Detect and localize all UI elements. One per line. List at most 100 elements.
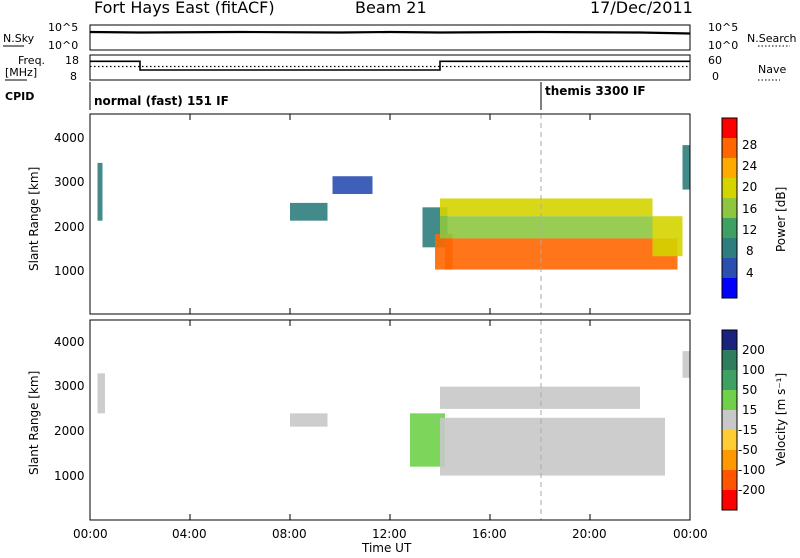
power-cell xyxy=(445,238,678,270)
velocity-colorbar-label: Velocity [m s⁻¹] xyxy=(774,373,788,466)
power-cbar-tick-20: 20 xyxy=(742,180,757,194)
power-ytick-4000: 4000 xyxy=(54,131,85,145)
velocity-cell xyxy=(290,413,328,427)
nsky-series-line xyxy=(89,30,691,35)
velocity-colorbar-segment xyxy=(722,390,737,411)
velocity-cbar-tick-neg15: -15 xyxy=(738,423,758,437)
power-colorbar xyxy=(722,118,737,299)
power-colorbar-segment xyxy=(722,218,737,239)
xtick-2000: 20:00 xyxy=(572,527,607,541)
power-cbar-tick-28: 28 xyxy=(742,138,757,152)
cpid-label: CPID xyxy=(5,90,34,103)
freq-label: Freq. xyxy=(18,54,45,67)
xtick-0800: 08:00 xyxy=(272,527,307,541)
velocity-heatmap xyxy=(97,351,690,476)
summary-left-tick-top: 10^5 xyxy=(48,21,78,34)
velocity-panel: Slant Range [km] 4000 3000 2000 1000 200… xyxy=(27,319,788,521)
velocity-cbar-tick-50: 50 xyxy=(742,383,757,397)
velocity-colorbar-segment xyxy=(722,490,737,511)
power-panel: Slant Range [km] 4000 3000 2000 1000 28 … xyxy=(27,113,788,315)
freq-panel: Freq. [MHz] 18 8 60 0 Nave xyxy=(5,54,786,83)
xtick-1600: 16:00 xyxy=(472,527,507,541)
xtick-0000-end: 00:00 xyxy=(673,527,708,541)
velocity-cell xyxy=(682,351,690,378)
power-colorbar-segment xyxy=(722,198,737,219)
power-cell xyxy=(682,145,690,190)
xtick-0400: 04:00 xyxy=(172,527,207,541)
freq-left-tick-top: 18 xyxy=(65,54,79,67)
power-colorbar-segment xyxy=(722,138,737,159)
nave-label: Nave xyxy=(758,63,786,76)
power-cbar-tick-16: 16 xyxy=(742,202,757,216)
power-cell xyxy=(440,198,653,217)
cpid-mode-normal: normal (fast) 151 IF xyxy=(94,94,229,108)
date-title: 17/Dec/2011 xyxy=(590,0,693,17)
freq-frame xyxy=(89,54,691,81)
power-colorbar-segment xyxy=(722,278,737,299)
velocity-colorbar-segment xyxy=(722,430,737,451)
xaxis-label: Time UT xyxy=(361,541,412,554)
summary-left-tick-bottom: 10^0 xyxy=(48,39,78,52)
velocity-ytick-1000: 1000 xyxy=(54,469,85,483)
velocity-cbar-tick-15: 15 xyxy=(742,403,757,417)
velocity-cbar-tick-200: 200 xyxy=(742,343,765,357)
velocity-colorbar-segment xyxy=(722,470,737,491)
power-colorbar-label: Power [dB] xyxy=(774,187,788,252)
freq-series-line xyxy=(90,60,690,71)
summary-panel: N.Sky 10^5 10^0 10^5 10^0 N.Search xyxy=(3,21,797,52)
cpid-panel: CPID normal (fast) 151 IF themis 3300 IF xyxy=(5,82,646,110)
freq-right-tick-top: 60 xyxy=(708,54,722,67)
freq-right-tick-bottom: 0 xyxy=(712,70,719,83)
power-cell xyxy=(290,202,328,221)
power-colorbar-frame xyxy=(721,117,738,299)
xtick-1200: 12:00 xyxy=(372,527,407,541)
velocity-colorbar-segment xyxy=(722,370,737,391)
power-colorbar-segment xyxy=(722,238,737,259)
velocity-ylabel: Slant Range [km] xyxy=(27,371,41,475)
power-cbar-tick-4: 4 xyxy=(746,266,754,280)
velocity-colorbar xyxy=(722,330,737,511)
velocity-cell xyxy=(410,413,445,467)
station-title: Fort Hays East (fitACF) xyxy=(94,0,275,17)
power-cbar-tick-8: 8 xyxy=(746,244,754,258)
freq-left-tick-bottom: 8 xyxy=(70,70,77,83)
x-axis: 00:00 04:00 08:00 12:00 16:00 20:00 00:0… xyxy=(73,114,708,541)
velocity-colorbar-frame xyxy=(721,329,738,511)
power-ytick-1000: 1000 xyxy=(54,264,85,278)
velocity-colorbar-segment xyxy=(722,410,737,431)
velocity-colorbar-segment xyxy=(722,350,737,371)
cpid-mode-themis: themis 3300 IF xyxy=(545,84,646,98)
power-cbar-tick-12: 12 xyxy=(742,223,757,237)
velocity-cbar-tick-neg100: -100 xyxy=(738,463,765,477)
power-colorbar-segment xyxy=(722,158,737,179)
velocity-ytick-2000: 2000 xyxy=(54,424,85,438)
power-cell xyxy=(652,216,683,257)
power-cell xyxy=(97,162,103,221)
summary-right-tick-top: 10^5 xyxy=(708,21,738,34)
xtick-0000: 00:00 xyxy=(73,527,108,541)
power-colorbar-segment xyxy=(722,118,737,139)
power-ytick-2000: 2000 xyxy=(54,220,85,234)
power-cell xyxy=(332,176,373,194)
velocity-cbar-tick-neg200: -200 xyxy=(738,483,765,497)
velocity-colorbar-segment xyxy=(722,330,737,351)
power-ylabel: Slant Range [km] xyxy=(27,167,41,271)
power-heatmap xyxy=(97,145,690,270)
beam-title: Beam 21 xyxy=(355,0,427,17)
power-colorbar-segment xyxy=(722,258,737,279)
summary-right-tick-bottom: 10^0 xyxy=(708,39,738,52)
velocity-cbar-tick-neg50: -50 xyxy=(738,443,758,457)
velocity-colorbar-segment xyxy=(722,450,737,471)
nsky-label: N.Sky xyxy=(3,32,35,45)
power-cell xyxy=(440,216,653,239)
velocity-ytick-3000: 3000 xyxy=(54,379,85,393)
velocity-cell xyxy=(440,417,665,476)
velocity-ytick-4000: 4000 xyxy=(54,335,85,349)
velocity-cell xyxy=(440,386,640,409)
velocity-cell xyxy=(97,373,105,414)
velocity-cbar-tick-100: 100 xyxy=(742,363,765,377)
freq-unit-label: [MHz] xyxy=(5,66,37,79)
power-cbar-tick-24: 24 xyxy=(742,159,757,173)
